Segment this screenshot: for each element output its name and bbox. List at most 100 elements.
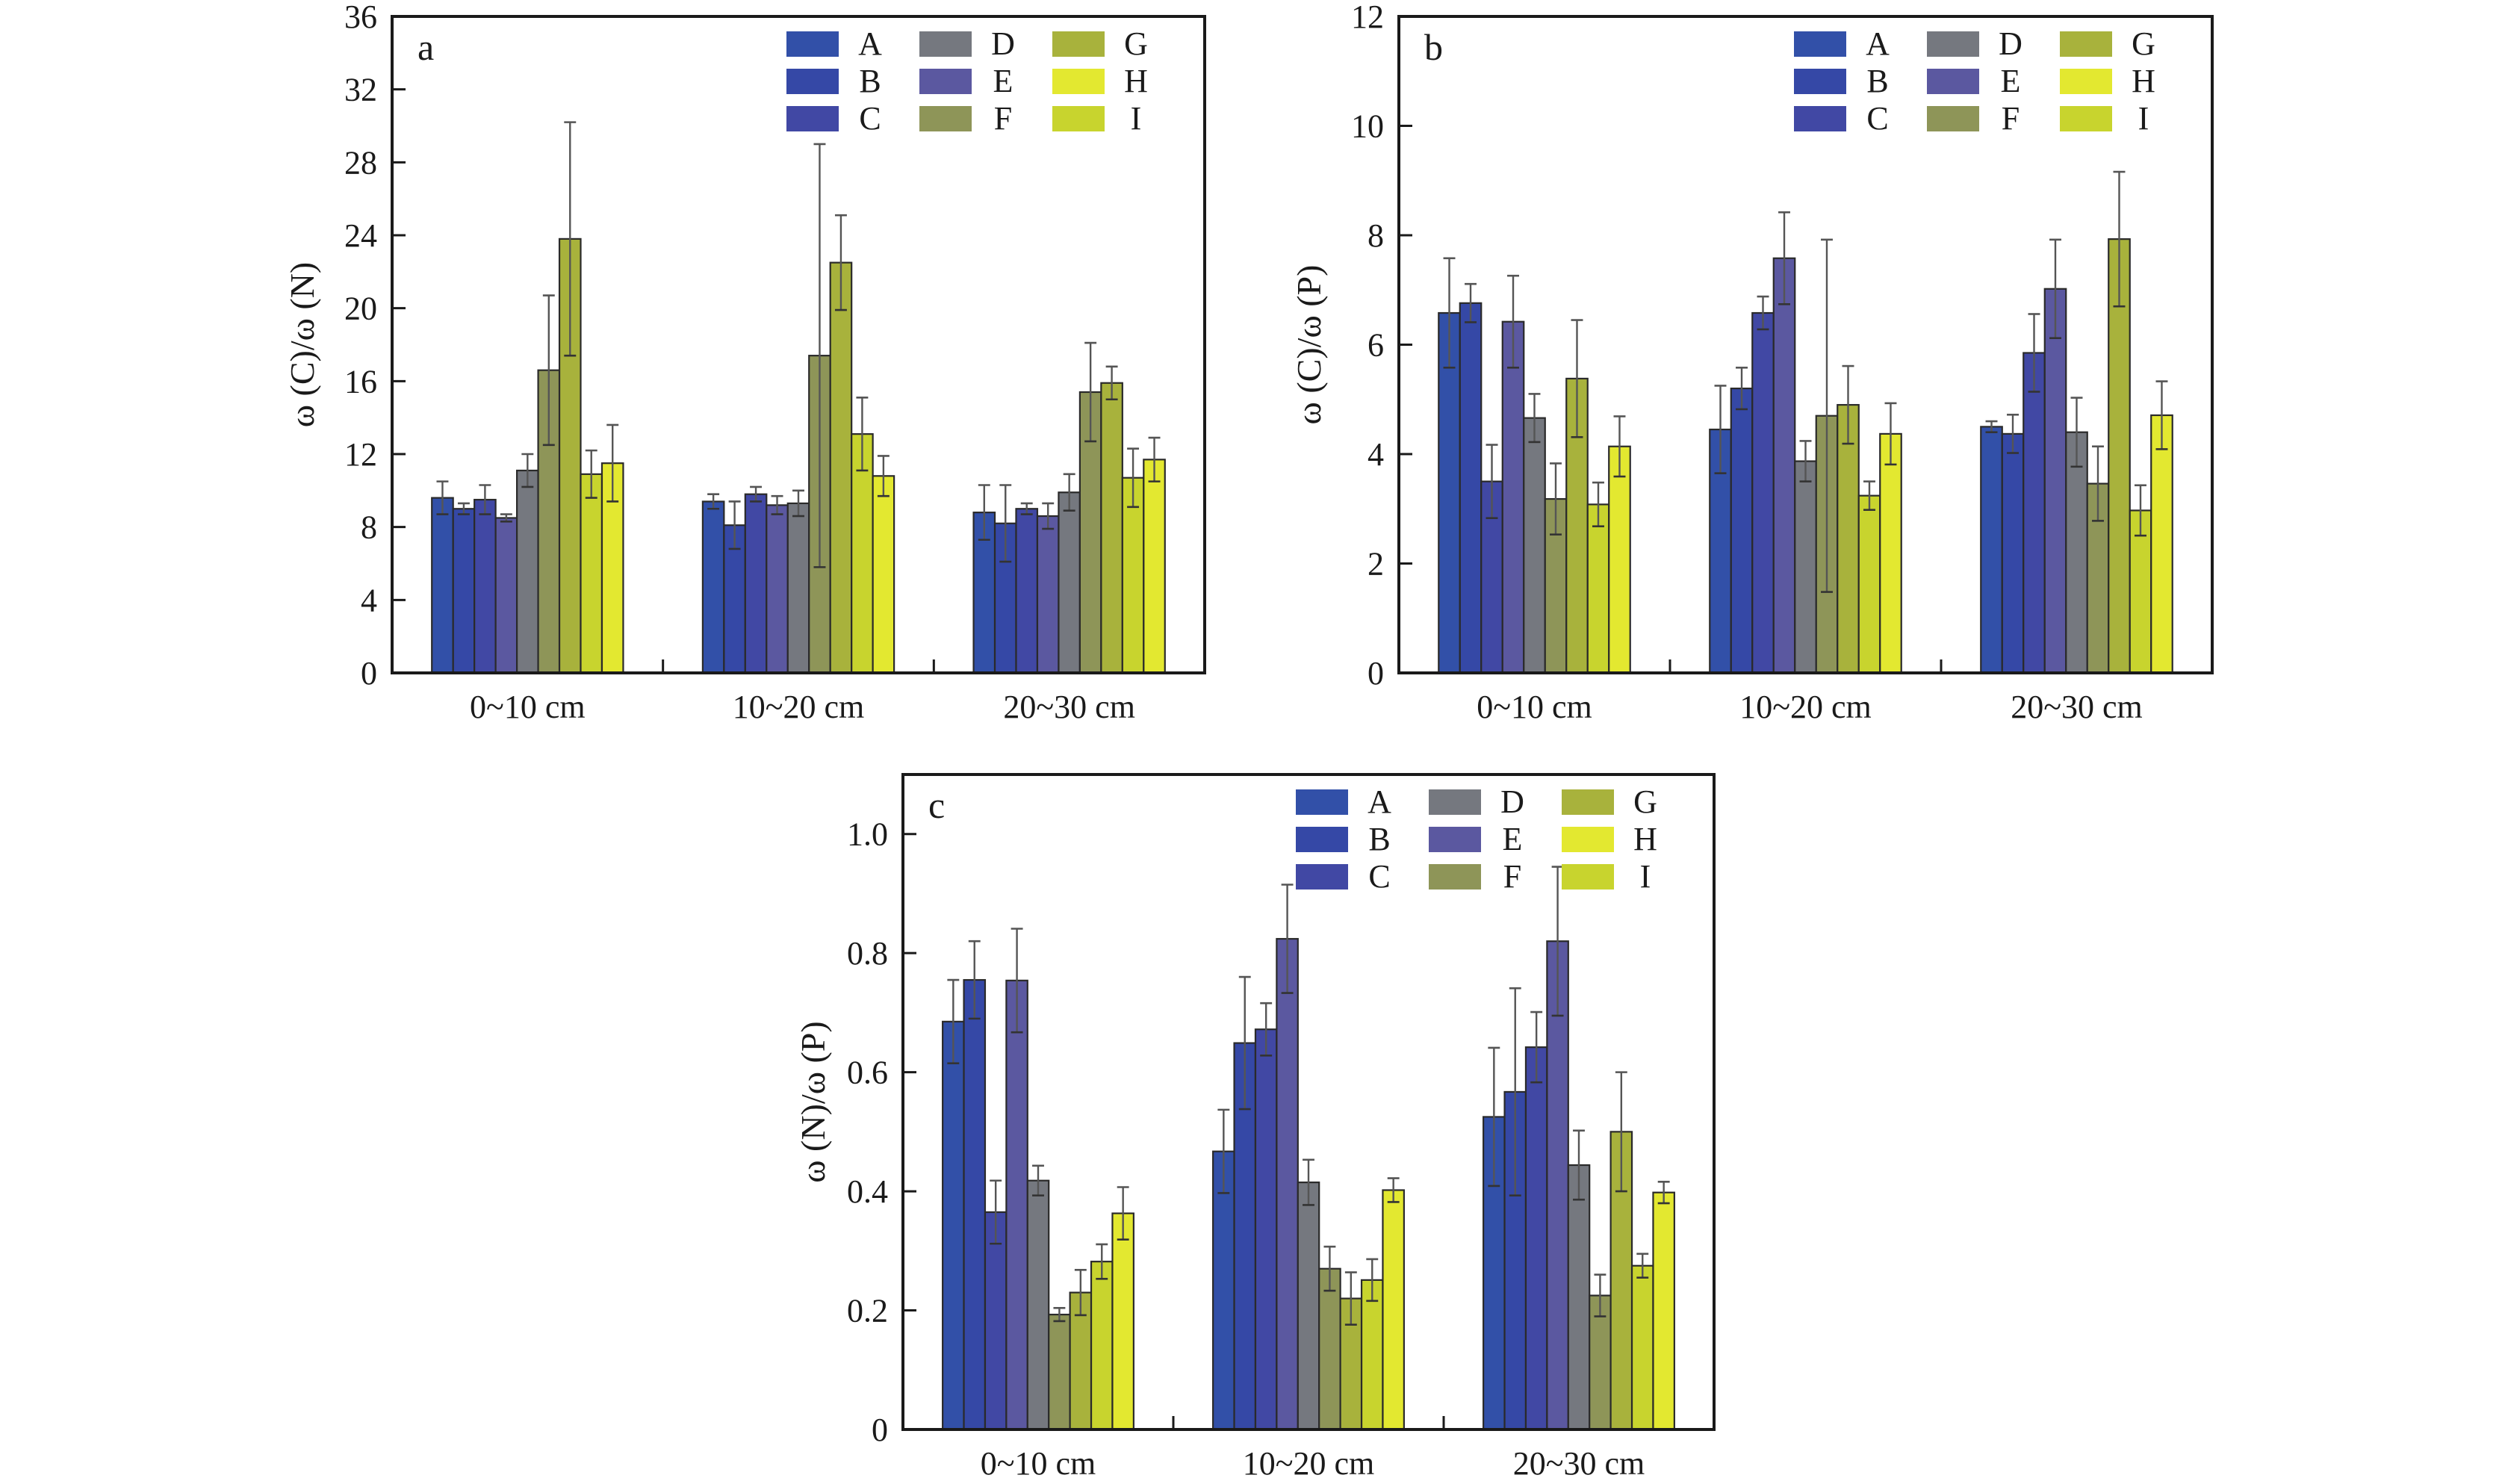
legend-swatch-G [2060, 31, 2112, 57]
bar-H-0 [1608, 445, 1631, 674]
legend-swatch-H [2060, 69, 2112, 94]
panel-letter: a [417, 26, 434, 68]
x-tick-label: 10~20 cm [733, 689, 865, 725]
legend-swatch-F [1429, 864, 1481, 890]
bar-B-2 [2001, 432, 2025, 674]
legend-swatch-A [786, 31, 839, 57]
legend-label-A: A [1368, 783, 1391, 820]
y-tick-label: 8 [1368, 217, 1384, 254]
legend-swatch-I [1562, 864, 1614, 890]
plot-frame [391, 15, 1206, 674]
legend-swatch-D [919, 31, 972, 57]
y-tick-label: 28 [344, 144, 377, 181]
bar-G-1 [1837, 403, 1860, 674]
bar-C-2 [2023, 352, 2046, 674]
legend-swatch-A [1794, 31, 1846, 57]
legend-swatch-H [1052, 69, 1105, 94]
bar-D-0 [1523, 417, 1546, 674]
bar-D-1 [1794, 460, 1817, 674]
legend-label-F: F [994, 100, 1012, 137]
legend-label-G: G [1124, 25, 1148, 62]
legend-label-D: D [991, 25, 1015, 62]
y-tick-label: 1.0 [847, 816, 888, 853]
legend-label-B: B [1866, 63, 1888, 99]
bar-G-1 [829, 261, 853, 674]
bar-C-0 [474, 498, 497, 674]
legend-swatch-C [786, 106, 839, 131]
bar-B-0 [452, 508, 476, 674]
legend-label-G: G [2132, 25, 2155, 62]
bar-H-0 [1111, 1212, 1134, 1431]
bar-E-1 [1276, 937, 1299, 1431]
legend-label-C: C [1866, 100, 1888, 137]
bar-H-1 [1879, 432, 1902, 674]
bar-I-0 [1586, 503, 1610, 674]
panel-letter: b [1424, 26, 1443, 68]
y-axis-title: ω (C)/ω (P) [1290, 265, 1328, 425]
legend-label-C: C [859, 100, 881, 137]
bar-C-1 [744, 493, 768, 674]
bar-D-2 [1058, 491, 1081, 674]
bar-C-2 [1524, 1046, 1548, 1431]
bar-D-2 [2065, 431, 2088, 674]
bar-H-1 [1382, 1189, 1405, 1431]
y-tick-label: 20 [344, 291, 377, 327]
legend-label-B: B [1368, 821, 1390, 857]
bar-A-2 [1980, 426, 2003, 674]
legend-label-A: A [1866, 25, 1890, 62]
bar-B-0 [963, 978, 987, 1431]
bar-G-2 [2108, 238, 2131, 674]
legend-swatch-C [1794, 106, 1846, 131]
legend-label-C: C [1368, 858, 1390, 895]
legend-swatch-B [1296, 827, 1348, 852]
legend-label-D: D [1500, 783, 1524, 820]
y-tick-label: 2 [1368, 546, 1384, 583]
y-tick-label: 6 [1368, 327, 1384, 364]
bar-H-2 [1143, 459, 1166, 674]
bar-G-2 [1100, 382, 1123, 674]
y-tick-label: 0.2 [847, 1293, 888, 1329]
bar-E-2 [2043, 288, 2067, 674]
bar-E-2 [1036, 515, 1060, 674]
legend-swatch-I [2060, 106, 2112, 131]
legend-label-E: E [993, 63, 1013, 99]
y-tick-label: 0.8 [847, 935, 888, 972]
legend-label-B: B [859, 63, 881, 99]
y-tick-label: 12 [344, 436, 377, 473]
bar-E-1 [1772, 257, 1796, 674]
bar-D-0 [1026, 1179, 1050, 1431]
chart-panel-a: 0~10 cm 10~20 cm 20~30 cm 0 4 8 12 16 20 24 28 32 36… [283, 0, 1206, 725]
bar-A-0 [942, 1020, 965, 1431]
legend-swatch-D [1429, 789, 1481, 815]
legend-label-F: F [2002, 100, 2020, 137]
y-tick-label: 0.6 [847, 1055, 888, 1091]
legend-swatch-D [1927, 31, 1979, 57]
bar-E-0 [494, 517, 518, 674]
bar-A-0 [431, 497, 454, 674]
legend-swatch-A [1296, 789, 1348, 815]
legend-label-I: I [1640, 858, 1651, 895]
plot-frame [901, 773, 1716, 1431]
bar-E-1 [766, 504, 789, 674]
y-tick-label: 16 [344, 363, 377, 400]
x-tick-label: 10~20 cm [1243, 1445, 1375, 1482]
legend-label-A: A [858, 25, 882, 62]
y-tick-label: 32 [344, 72, 377, 108]
chart-panel-c: 0~10 cm 10~20 cm 20~30 cm 0 0.2 0.4 0.6 0.8 1.0 ω… [794, 773, 1716, 1482]
legend-label-I: I [1131, 100, 1142, 137]
legend-swatch-E [919, 69, 972, 94]
legend-swatch-G [1562, 789, 1614, 815]
bar-I-0 [1090, 1261, 1114, 1431]
legend-swatch-E [1429, 827, 1481, 852]
y-tick-label: 4 [361, 582, 377, 618]
bar-D-1 [786, 502, 810, 674]
x-tick-label: 20~30 cm [1513, 1445, 1645, 1482]
legend-label-H: H [1633, 821, 1657, 857]
y-tick-label: 24 [344, 217, 377, 254]
legend-swatch-B [1794, 69, 1846, 94]
y-tick-label: 12 [1351, 0, 1384, 35]
legend-label-F: F [1503, 858, 1521, 895]
legend-swatch-F [919, 106, 972, 131]
y-tick-label: 0 [361, 655, 377, 692]
